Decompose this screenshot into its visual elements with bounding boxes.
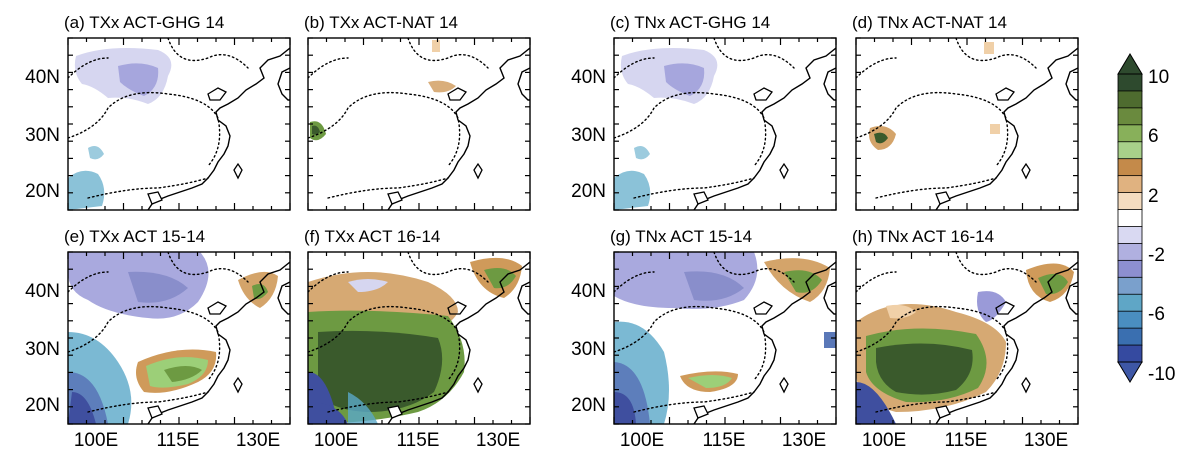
map-panel-g <box>613 251 837 425</box>
panel-title-c: (c) TNx ACT-GHG 14 <box>610 13 770 32</box>
colorbar-tick-label: -2 <box>1148 245 1165 266</box>
panel-title-b: (b) TXx ACT-NAT 14 <box>304 13 458 32</box>
x-tick-label: 130E <box>1024 430 1068 451</box>
colorbar-max-arrow <box>1117 53 1143 75</box>
y-axis-labels: 40N 30N 20N 40N 30N 20N 40N 30N 20N 40N 30N 20N <box>25 67 606 416</box>
colorbar-segment <box>1117 327 1143 346</box>
panels-layer: (a) TXx ACT-GHG 14 (b) TXx ACT-NAT 14 (c) … <box>64 13 1079 425</box>
y-tick-label: 30N <box>25 339 60 360</box>
colorbar-segment <box>1117 209 1143 228</box>
x-tick-label: 130E <box>236 430 280 451</box>
x-tick-label: 115E <box>703 430 746 451</box>
y-tick-label: 40N <box>25 67 60 88</box>
x-tick-label: 115E <box>157 430 200 451</box>
panel-title-f: (f) TXx ACT 16-14 <box>304 227 440 246</box>
map-panel-f <box>307 251 531 425</box>
colorbar-segment <box>1117 90 1143 109</box>
x-tick-label: 100E <box>74 430 118 451</box>
colorbar-segment <box>1117 344 1143 363</box>
panel-title-a: (a) TXx ACT-GHG 14 <box>64 13 224 32</box>
colorbar-segment <box>1117 259 1143 279</box>
colorbar-min-arrow <box>1117 361 1143 383</box>
colorbar-segment <box>1117 158 1143 177</box>
panel-title-d: (d) TNx ACT-NAT 14 <box>852 13 1007 32</box>
colorbar-segment <box>1117 226 1143 245</box>
colorbar-tick-label: -10 <box>1148 364 1175 385</box>
x-tick-label: 115E <box>397 430 440 451</box>
colorbar-segment <box>1117 107 1143 126</box>
colorbar-segment <box>1117 124 1143 143</box>
x-tick-label: 130E <box>782 430 826 451</box>
map-panel-c <box>613 37 837 211</box>
y-tick-label: 40N <box>571 67 606 88</box>
y-tick-label: 40N <box>571 281 606 302</box>
x-tick-label: 100E <box>314 430 358 451</box>
colorbar-tick-label: 10 <box>1148 67 1169 88</box>
y-tick-label: 30N <box>571 125 606 146</box>
map-panel-d <box>855 37 1079 211</box>
colorbar-tick-label: 6 <box>1148 126 1159 147</box>
y-tick-label: 20N <box>25 181 60 202</box>
colorbar-tick-label: 2 <box>1148 186 1159 207</box>
colorbar-segment <box>1117 192 1143 211</box>
x-tick-label: 130E <box>476 430 520 451</box>
colorbar: 10 6 2 -2 -6 -10 <box>1117 53 1175 385</box>
panel-title-h: (h) TNx ACT 16-14 <box>852 227 994 246</box>
y-tick-label: 30N <box>571 339 606 360</box>
y-tick-label: 20N <box>25 395 60 416</box>
colorbar-segment <box>1117 310 1143 330</box>
y-tick-label: 40N <box>25 281 60 302</box>
colorbar-segment <box>1117 175 1143 194</box>
colorbar-segment <box>1117 276 1143 296</box>
panel-title-g: (g) TNx ACT 15-14 <box>610 227 752 246</box>
colorbar-segment <box>1117 73 1143 92</box>
y-tick-label: 30N <box>25 125 60 146</box>
x-tick-label: 100E <box>620 430 664 451</box>
y-tick-label: 20N <box>571 181 606 202</box>
y-tick-label: 20N <box>571 395 606 416</box>
map-panel-h <box>855 251 1079 425</box>
panel-title-e: (e) TXx ACT 15-14 <box>64 227 205 246</box>
colorbar-segment <box>1117 243 1143 262</box>
colorbar-tick-label: -6 <box>1148 304 1165 325</box>
x-tick-label: 100E <box>862 430 906 451</box>
colorbar-segment <box>1117 293 1143 313</box>
map-panel-a <box>67 37 291 211</box>
x-axis-labels: 100E 115E 130E 100E 115E 130E 100E 115E 130E 100E… <box>74 430 1068 451</box>
colorbar-segment <box>1117 141 1143 160</box>
x-tick-label: 115E <box>945 430 988 451</box>
map-panel-b <box>307 37 531 211</box>
map-panel-e <box>67 251 291 425</box>
